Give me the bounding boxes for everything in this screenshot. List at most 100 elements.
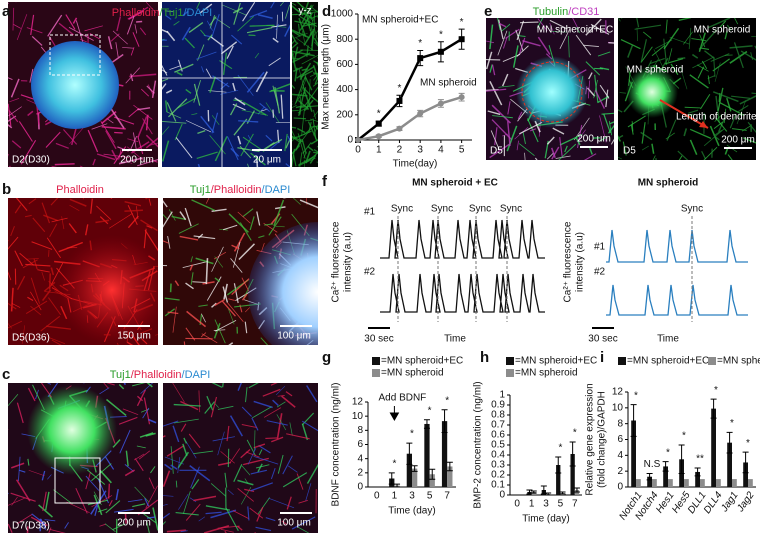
fiber xyxy=(641,122,646,144)
fiber xyxy=(220,528,234,533)
fiber xyxy=(316,161,318,163)
fiber xyxy=(576,129,586,143)
arrow xyxy=(389,406,400,422)
fiber xyxy=(111,149,118,160)
fiber xyxy=(146,383,153,388)
fiber xyxy=(110,198,113,199)
fiber xyxy=(163,420,179,427)
series-label: MN spheroid xyxy=(420,78,477,89)
micrograph xyxy=(163,198,318,345)
fiber xyxy=(162,39,167,41)
fiber xyxy=(148,198,152,206)
fiber xyxy=(311,96,318,103)
sync-label: Sync xyxy=(431,204,453,215)
fiber xyxy=(237,383,243,391)
fiber xyxy=(210,36,224,47)
stain: /Phalloidin xyxy=(131,369,182,381)
fiber xyxy=(11,140,22,149)
fiber xyxy=(546,152,554,160)
fiber xyxy=(184,207,192,227)
fiber xyxy=(8,394,19,407)
fiber xyxy=(214,319,226,344)
fiber xyxy=(231,278,250,296)
fiber xyxy=(28,198,37,205)
fiber xyxy=(286,433,310,440)
fiber xyxy=(296,65,315,79)
fiber xyxy=(302,142,312,154)
fiber xyxy=(664,58,684,65)
fiber xyxy=(303,30,314,46)
scale: 200 μm xyxy=(577,134,611,145)
fiber xyxy=(229,448,241,463)
y-tick-label: 0 xyxy=(357,482,363,493)
fiber xyxy=(8,153,9,157)
fiber xyxy=(64,522,69,529)
fiber xyxy=(116,16,122,32)
fiber xyxy=(313,60,318,65)
stage: D2(D30) xyxy=(12,155,50,166)
fiber xyxy=(228,308,235,325)
fiber xyxy=(246,439,256,456)
fiber xyxy=(237,479,254,486)
fiber xyxy=(168,98,188,118)
fiber xyxy=(166,111,182,119)
fiber xyxy=(139,27,147,36)
fiber xyxy=(244,307,251,313)
scale: 30 sec xyxy=(364,334,393,345)
fiber xyxy=(163,200,168,208)
fiber xyxy=(594,74,599,103)
fiber xyxy=(263,407,282,418)
fiber xyxy=(270,468,276,480)
fiber xyxy=(124,209,143,212)
fiber xyxy=(30,277,41,304)
bar xyxy=(636,479,641,487)
fiber xyxy=(241,109,268,116)
fiber xyxy=(221,300,236,317)
inset-label: y-z xyxy=(298,6,311,17)
fiber xyxy=(190,256,193,263)
image-title: MN spheroid xyxy=(694,25,751,36)
fiber xyxy=(534,157,538,160)
fiber xyxy=(182,443,188,457)
fiber xyxy=(209,135,226,155)
trace-label: #1 xyxy=(594,242,606,253)
fiber xyxy=(63,129,78,145)
fiber xyxy=(205,505,231,511)
significance: * xyxy=(573,428,577,439)
fiber xyxy=(678,155,683,160)
significance: * xyxy=(634,390,638,401)
fiber xyxy=(312,15,318,19)
fiber xyxy=(294,49,304,55)
fiber xyxy=(522,40,541,47)
fiber xyxy=(185,88,192,94)
stain: Tubulin xyxy=(533,6,569,18)
fiber xyxy=(185,441,197,459)
fiber xyxy=(26,27,43,34)
fiber xyxy=(99,387,110,395)
fiber xyxy=(497,30,508,56)
fiber xyxy=(309,72,318,78)
bar xyxy=(732,479,737,487)
caption: Tuj1/Phalloidin/DAPI xyxy=(190,184,291,196)
point xyxy=(437,100,444,107)
y-tick-label: 0.7 xyxy=(491,420,505,431)
fiber xyxy=(90,198,93,214)
error-bar xyxy=(429,468,436,480)
fiber xyxy=(185,327,196,341)
fiber xyxy=(191,199,216,212)
fiber xyxy=(524,152,526,160)
fiber xyxy=(292,136,300,143)
fiber xyxy=(145,198,149,200)
fiber xyxy=(54,163,75,166)
fiber xyxy=(299,199,318,209)
fiber xyxy=(162,29,169,33)
y-tick-label: 0.4 xyxy=(491,450,505,461)
fiber xyxy=(189,264,194,271)
fiber xyxy=(714,114,723,122)
stage: D5 xyxy=(490,146,503,157)
fiber xyxy=(272,37,279,43)
y-label: Relative gene expression xyxy=(585,383,596,495)
fiber xyxy=(518,143,535,157)
fiber xyxy=(205,511,222,515)
fiber xyxy=(162,126,170,136)
